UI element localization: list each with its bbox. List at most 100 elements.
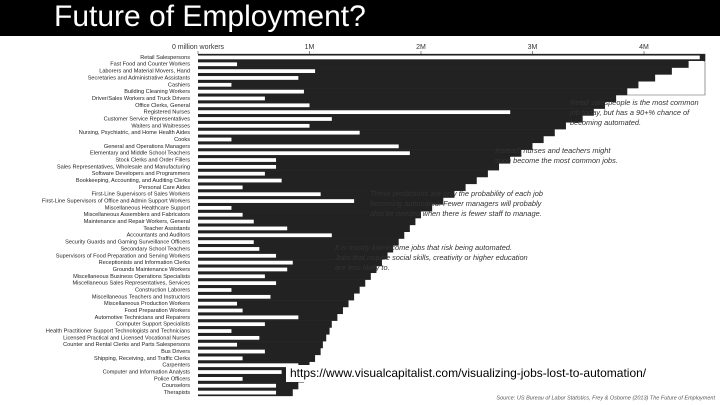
bar — [198, 199, 355, 203]
bar — [198, 341, 323, 349]
bar — [198, 192, 321, 197]
bar — [198, 89, 304, 94]
bar — [198, 281, 277, 286]
bar — [198, 94, 617, 103]
bar — [198, 88, 628, 96]
bar — [198, 240, 254, 244]
category-label: Shipping, Receiving, and Traffic Clerks — [94, 356, 190, 362]
category-label: Receptionists and Information Clerks — [99, 260, 191, 266]
category-label: Computer and Information Analysts — [103, 370, 191, 376]
bar — [198, 335, 260, 340]
bar — [198, 190, 455, 198]
category-label: Miscellaneous Assemblers and Fabricators — [84, 212, 191, 218]
category-label: Maintenance and Repair Workers, General — [84, 219, 190, 225]
bar — [198, 212, 243, 217]
bar — [198, 218, 416, 226]
bar — [198, 226, 288, 231]
category-label: Elementary and Middle School Teachers — [90, 151, 190, 157]
category-label: Counselors — [162, 383, 190, 389]
bar — [198, 238, 399, 246]
category-label: First-Line Supervisors of Office and Adm… — [42, 199, 190, 205]
bar — [198, 342, 238, 347]
bar — [198, 117, 332, 121]
bar — [198, 286, 360, 294]
x-tick-label: 3M — [528, 44, 538, 51]
bar — [198, 327, 330, 335]
category-label: Computer Support Specialists — [116, 322, 190, 328]
annotation: becoming automated. Fewer managers will … — [370, 199, 543, 208]
bar — [198, 306, 343, 315]
category-label: Sales Representatives, Wholesale and Man… — [57, 164, 190, 170]
annotation: soon become the most common jobs. — [495, 156, 618, 165]
bar — [198, 377, 243, 381]
source: Source: US Bureau of Labor Statistics, F… — [496, 395, 715, 401]
bar — [198, 137, 232, 142]
bar — [198, 67, 672, 75]
category-label: Cashiers — [168, 82, 190, 88]
bar — [198, 170, 488, 178]
bar — [198, 74, 656, 82]
annotation: also be needed when there is fewer staff… — [370, 209, 542, 218]
annotation: job today, but has a 90+% chance of — [569, 108, 690, 117]
category-label: Counter and Rental Clerks and Parts Sale… — [63, 342, 190, 348]
bar — [198, 356, 243, 361]
category-label: Building Cleaning Workers — [124, 89, 190, 95]
bar — [198, 129, 555, 137]
bar — [198, 334, 327, 342]
bar — [198, 176, 477, 185]
category-label: Stock Clerks and Order Fillers — [115, 158, 190, 164]
bar — [198, 82, 232, 87]
category-label: First-Line Supervisors of Sales Workers — [92, 192, 191, 198]
category-label: Health Practitioner Support Technologist… — [46, 329, 190, 335]
bar — [198, 151, 410, 156]
annotation: becoming automated. — [570, 118, 641, 127]
annotation: It is mostly low-income jobs that risk b… — [335, 243, 512, 252]
bar — [198, 123, 310, 128]
bar — [198, 60, 689, 68]
bar — [198, 322, 265, 327]
category-label: Driver/Sales Workers and Truck Drivers — [92, 96, 190, 102]
bar — [198, 294, 271, 299]
bar — [198, 274, 265, 279]
bar — [198, 300, 349, 308]
category-label: Personal Care Aides — [139, 185, 190, 191]
category-label: Secondary School Teachers — [120, 246, 190, 252]
bar — [198, 55, 700, 60]
bar — [198, 158, 277, 162]
category-label: Carpenters — [162, 363, 190, 369]
bar — [198, 245, 394, 253]
bar — [198, 115, 583, 123]
bar — [198, 363, 299, 368]
bar — [198, 354, 316, 362]
annotation: Retail salespeople is the most common — [570, 98, 699, 107]
bar — [198, 185, 243, 190]
annotation: Jobs that require social skills, creativ… — [334, 253, 528, 262]
category-label: General and Operations Managers — [104, 144, 190, 150]
bar — [198, 178, 282, 183]
bar — [198, 211, 421, 219]
bar — [198, 81, 639, 89]
category-label: Registered Nurses — [144, 110, 191, 116]
bar — [198, 156, 511, 164]
category-label: Supervisors of Food Preparation and Serv… — [56, 253, 190, 259]
url: https://www.visualcapitalist.com/visuali… — [290, 366, 647, 380]
bar — [198, 69, 316, 73]
bar — [198, 183, 466, 191]
bar — [198, 76, 299, 80]
bar — [198, 329, 232, 333]
url-box — [286, 365, 694, 382]
bar — [198, 383, 277, 388]
category-label: Retail Salespersons — [140, 55, 190, 61]
bar — [198, 103, 310, 108]
bar — [198, 171, 265, 176]
category-label: Food Preparation Workers — [125, 308, 191, 314]
bar — [198, 204, 433, 212]
category-label: Software Developers and Programmers — [92, 171, 190, 177]
x-tick-label: 4M — [639, 44, 649, 51]
slide-title: Future of Employment? — [54, 0, 366, 33]
annotation: These predictions are only the probabili… — [370, 189, 543, 198]
bar — [198, 272, 371, 280]
bar — [198, 62, 238, 67]
bar — [198, 253, 277, 258]
